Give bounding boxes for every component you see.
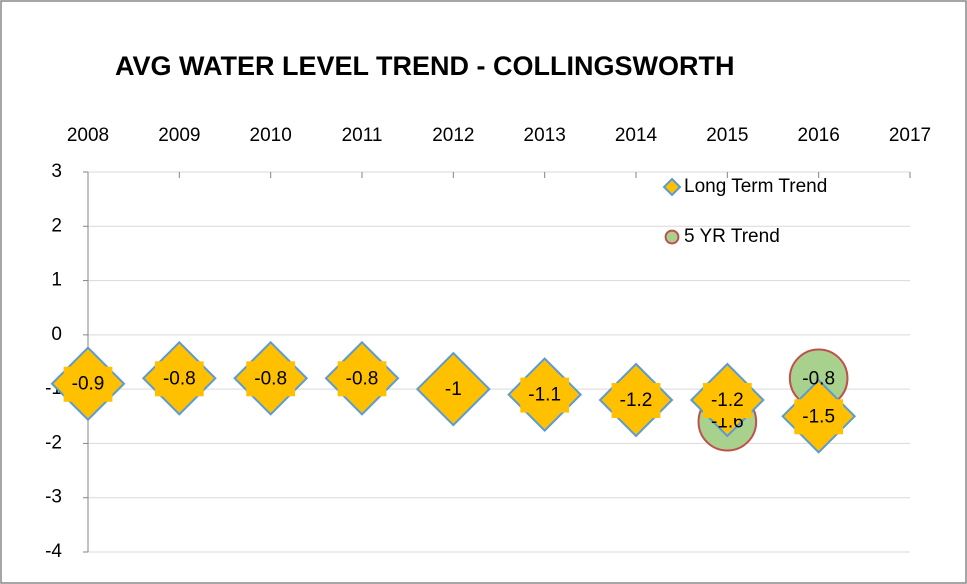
data-label-box xyxy=(702,383,752,419)
data-label: -1.1 xyxy=(528,385,561,406)
y-tick-label: -2 xyxy=(45,432,62,453)
legend-marker xyxy=(664,229,680,245)
data-label: -0.8 xyxy=(346,368,379,389)
x-tick-label: 2010 xyxy=(250,125,292,146)
y-tick-label: -3 xyxy=(45,487,62,508)
x-tick-label: 2011 xyxy=(342,125,383,146)
data-label: -1.2 xyxy=(620,390,653,411)
data-label-box xyxy=(794,399,844,435)
data-label-box xyxy=(63,366,113,402)
data-label: -0.8 xyxy=(254,368,287,389)
data-label: -1.2 xyxy=(711,390,744,411)
x-tick-label: 2017 xyxy=(889,125,931,146)
x-tick-label: 2015 xyxy=(706,125,748,146)
data-label: -1.5 xyxy=(802,406,835,427)
data-label: -0.8 xyxy=(163,368,196,389)
data-label-box xyxy=(436,372,470,408)
x-tick-label: 2009 xyxy=(158,125,200,146)
x-tick-label: 2008 xyxy=(67,125,109,146)
data-label: -0.8 xyxy=(802,368,835,389)
legend-marker xyxy=(662,177,682,197)
x-tick-label: 2012 xyxy=(432,125,474,146)
legend-label: Long Term Trend xyxy=(684,176,827,197)
legend-label: 5 YR Trend xyxy=(684,226,780,247)
x-tick-label: 2016 xyxy=(798,125,840,146)
data-label-box xyxy=(520,377,570,413)
y-tick-label: 1 xyxy=(51,270,62,291)
y-tick-label: 0 xyxy=(51,324,62,345)
data-label: -1 xyxy=(445,379,462,400)
data-label-box xyxy=(611,383,661,419)
data-label-box xyxy=(246,361,296,397)
data-label: -0.9 xyxy=(72,374,105,395)
chart-title: AVG WATER LEVEL TREND - COLLINGSWORTH xyxy=(115,51,734,81)
y-tick-label: -4 xyxy=(45,541,62,562)
data-label-box xyxy=(337,361,387,397)
y-tick-label: 3 xyxy=(51,161,62,182)
x-tick-label: 2013 xyxy=(524,125,566,146)
y-tick-label: 2 xyxy=(51,215,62,236)
x-tick-label: 2014 xyxy=(615,125,658,146)
data-label-box xyxy=(154,361,204,397)
